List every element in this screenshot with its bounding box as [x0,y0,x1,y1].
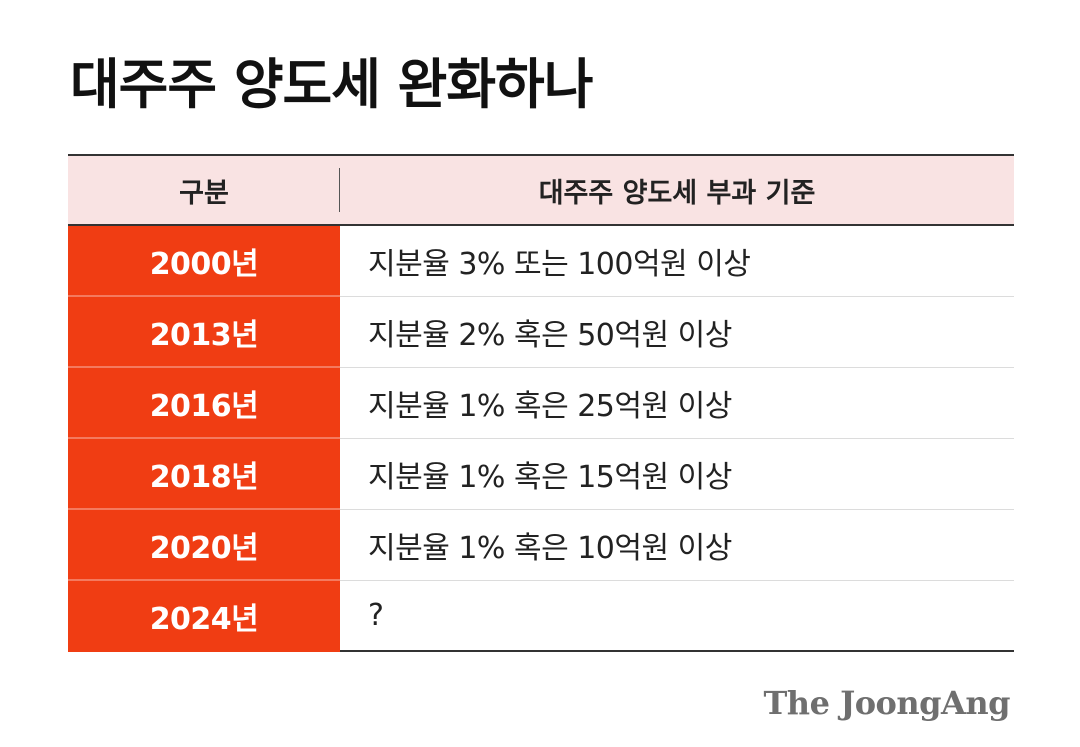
header-criteria: 대주주 양도세 부과 기준 [340,154,1014,226]
row-year: 2000년 [68,225,340,297]
table-row: 2013년 지분율 2% 혹은 50억원 이상 [68,296,1014,368]
row-criteria: 지분율 3% 또는 100억원 이상 [340,225,1014,297]
table-body: 2000년 지분율 3% 또는 100억원 이상 2013년 지분율 2% 혹은… [68,225,1014,652]
row-criteria: ? [340,580,1014,652]
table-row: 2020년 지분율 1% 혹은 10억원 이상 [68,509,1014,581]
table-row: 2024년 ? [68,580,1014,652]
tax-criteria-table: 구분 대주주 양도세 부과 기준 2000년 지분율 3% 또는 100억원 이… [68,154,1014,652]
page-title: 대주주 양도세 완화하나 [70,53,593,116]
tax-criteria-table-container: 구분 대주주 양도세 부과 기준 2000년 지분율 3% 또는 100억원 이… [68,154,1014,652]
row-year: 2020년 [68,509,340,581]
header-year: 구분 [68,154,340,226]
row-year: 2024년 [68,580,340,652]
row-year: 2016년 [68,367,340,439]
table-row: 2000년 지분율 3% 또는 100억원 이상 [68,225,1014,297]
header-row: 구분 대주주 양도세 부과 기준 [68,154,1014,226]
table-row: 2016년 지분율 1% 혹은 25억원 이상 [68,367,1014,439]
table-row: 2018년 지분율 1% 혹은 15억원 이상 [68,438,1014,510]
row-criteria: 지분율 1% 혹은 15억원 이상 [340,438,1014,510]
table-header: 구분 대주주 양도세 부과 기준 [68,154,1014,226]
row-criteria: 지분율 1% 혹은 10억원 이상 [340,509,1014,581]
source-logo: The JoongAng [763,684,1010,722]
row-year: 2018년 [68,438,340,510]
row-criteria: 지분율 1% 혹은 25억원 이상 [340,367,1014,439]
row-criteria: 지분율 2% 혹은 50억원 이상 [340,296,1014,368]
row-year: 2013년 [68,296,340,368]
